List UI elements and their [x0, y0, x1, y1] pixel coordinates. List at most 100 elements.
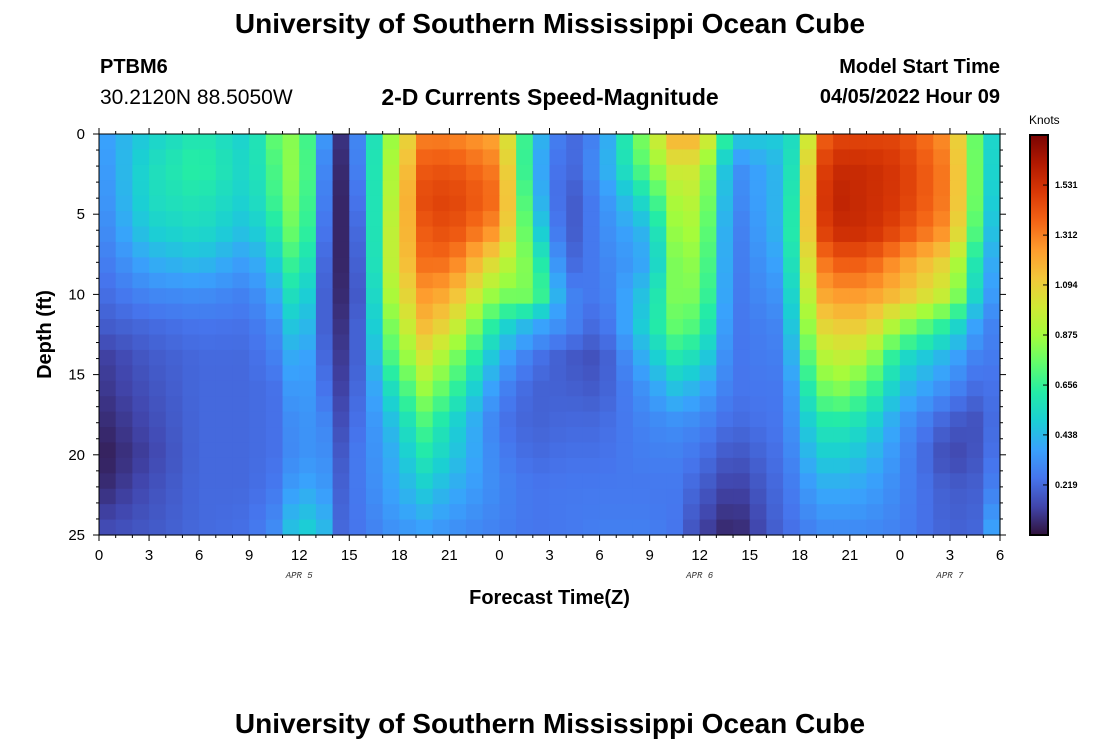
heatmap-cell [416, 504, 434, 521]
heatmap-cell [232, 396, 250, 413]
heatmap-cell [916, 134, 934, 151]
heatmap-cell [265, 149, 284, 166]
heatmap-cell [833, 211, 851, 228]
heatmap-cell [749, 380, 768, 397]
heatmap-cell [983, 504, 1001, 521]
heatmap-cell [833, 257, 851, 274]
x-tick-label: 0 [896, 547, 904, 564]
heatmap-cell [449, 134, 467, 151]
heatmap-cell [149, 226, 167, 243]
heatmap-cell [449, 303, 467, 320]
heatmap-cell [99, 303, 117, 320]
heatmap-cell [232, 473, 250, 490]
heatmap-cell [616, 380, 634, 397]
heatmap-cell [149, 457, 167, 474]
heatmap-cell [883, 180, 901, 197]
heatmap-cell [482, 334, 501, 351]
heatmap-cell [783, 180, 801, 197]
heatmap-cell [99, 427, 117, 444]
heatmap-cell [582, 457, 601, 474]
heatmap-cell [282, 257, 300, 274]
heatmap-cell [365, 380, 384, 397]
heatmap-cell [983, 149, 1001, 166]
heatmap-cell [132, 365, 150, 382]
heatmap-cell [499, 288, 517, 305]
heatmap-cell [699, 257, 717, 274]
heatmap-cell [582, 180, 601, 197]
y-tick-label: 0 [77, 126, 85, 143]
heatmap-cell [916, 365, 934, 382]
heatmap-cell [215, 380, 234, 397]
heatmap-cell [933, 457, 951, 474]
heatmap-cell [349, 334, 367, 351]
heatmap-cell [265, 488, 284, 505]
heatmap-cell [716, 195, 734, 212]
heatmap-cell [232, 427, 250, 444]
heatmap-cell [499, 319, 517, 336]
heatmap-cell [282, 303, 300, 320]
heatmap-cell [666, 411, 684, 428]
heatmap-cell [416, 164, 434, 181]
heatmap-cell [149, 442, 167, 459]
heatmap-cell [649, 365, 667, 382]
heatmap-cell [783, 164, 801, 181]
heatmap-cell [666, 457, 684, 474]
heatmap-cell [182, 241, 200, 258]
heatmap-cell [115, 164, 133, 181]
heatmap-cell [833, 504, 851, 521]
heatmap-cell [733, 396, 751, 413]
heatmap-cell [716, 288, 734, 305]
heatmap-cell [599, 411, 617, 428]
heatmap-cell [983, 272, 1001, 289]
heatmap-cell [966, 134, 984, 151]
heatmap-cell [699, 349, 717, 366]
heatmap-cell [983, 427, 1001, 444]
heatmap-cell [833, 288, 851, 305]
heatmap-cell [799, 396, 818, 413]
heatmap-cell [349, 427, 367, 444]
heatmap-cell [482, 488, 501, 505]
heatmap-cell [282, 211, 300, 228]
heatmap-cell [132, 180, 150, 197]
heatmap-cell [599, 288, 617, 305]
heatmap-cell [299, 349, 317, 366]
heatmap-cell [516, 349, 534, 366]
heatmap-cell [899, 349, 918, 366]
heatmap-cell [616, 226, 634, 243]
heatmap-cell [299, 488, 317, 505]
y-axis-label: Depth (ft) [34, 290, 56, 379]
heatmap-cell [182, 396, 200, 413]
heatmap-cell [199, 211, 217, 228]
heatmap-cell [599, 211, 617, 228]
heatmap-cell [766, 303, 784, 320]
heatmap-cell [716, 180, 734, 197]
heatmap-cell [332, 288, 350, 305]
heatmap-cell [649, 211, 667, 228]
heatmap-cell [466, 427, 484, 444]
heatmap-cell [99, 272, 117, 289]
heatmap-cell [616, 134, 634, 151]
heatmap-cell [933, 226, 951, 243]
heatmap-cell [249, 380, 267, 397]
heatmap-cell [99, 488, 117, 505]
heatmap-cell [799, 226, 818, 243]
heatmap-cell [866, 134, 884, 151]
heatmap-cell [516, 380, 534, 397]
heatmap-cell [966, 504, 984, 521]
heatmap-cell [949, 519, 968, 536]
colorbar-tick-label: 0.219 [1055, 480, 1078, 490]
heatmap-cell [983, 303, 1001, 320]
heatmap-cell [949, 396, 968, 413]
heatmap-cell [482, 272, 501, 289]
heatmap-cell [265, 303, 284, 320]
heatmap-cell [582, 241, 601, 258]
heatmap-cell [499, 272, 517, 289]
heatmap-cell [733, 473, 751, 490]
heatmap-cell [933, 211, 951, 228]
heatmap-cell [215, 149, 234, 166]
heatmap-cell [365, 411, 384, 428]
heatmap-cell [766, 241, 784, 258]
heatmap-cell [599, 134, 617, 151]
heatmap-cell [532, 519, 551, 536]
heatmap-cell [365, 195, 384, 212]
